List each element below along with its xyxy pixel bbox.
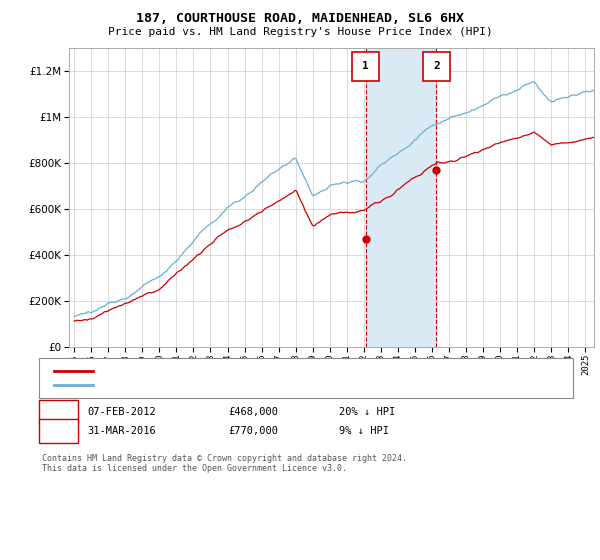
Text: 07-FEB-2012: 07-FEB-2012	[87, 407, 156, 417]
FancyBboxPatch shape	[352, 52, 379, 81]
Text: HPI: Average price, detached house, Windsor and Maidenhead: HPI: Average price, detached house, Wind…	[99, 380, 440, 390]
Text: 9% ↓ HPI: 9% ↓ HPI	[339, 426, 389, 436]
Text: Contains HM Land Registry data © Crown copyright and database right 2024.
This d: Contains HM Land Registry data © Crown c…	[42, 454, 407, 473]
Text: Price paid vs. HM Land Registry's House Price Index (HPI): Price paid vs. HM Land Registry's House …	[107, 27, 493, 37]
Text: 187, COURTHOUSE ROAD, MAIDENHEAD, SL6 6HX: 187, COURTHOUSE ROAD, MAIDENHEAD, SL6 6H…	[136, 12, 464, 25]
Text: 2: 2	[55, 426, 62, 436]
FancyBboxPatch shape	[422, 52, 450, 81]
Text: 1: 1	[55, 407, 62, 417]
Text: 2: 2	[433, 62, 440, 71]
Text: 1: 1	[362, 62, 369, 71]
Text: £770,000: £770,000	[228, 426, 278, 436]
Text: 20% ↓ HPI: 20% ↓ HPI	[339, 407, 395, 417]
Bar	[365, 48, 436, 347]
Text: £468,000: £468,000	[228, 407, 278, 417]
Text: 187, COURTHOUSE ROAD, MAIDENHEAD, SL6 6HX (detached house): 187, COURTHOUSE ROAD, MAIDENHEAD, SL6 6H…	[99, 366, 440, 376]
Text: 31-MAR-2016: 31-MAR-2016	[87, 426, 156, 436]
